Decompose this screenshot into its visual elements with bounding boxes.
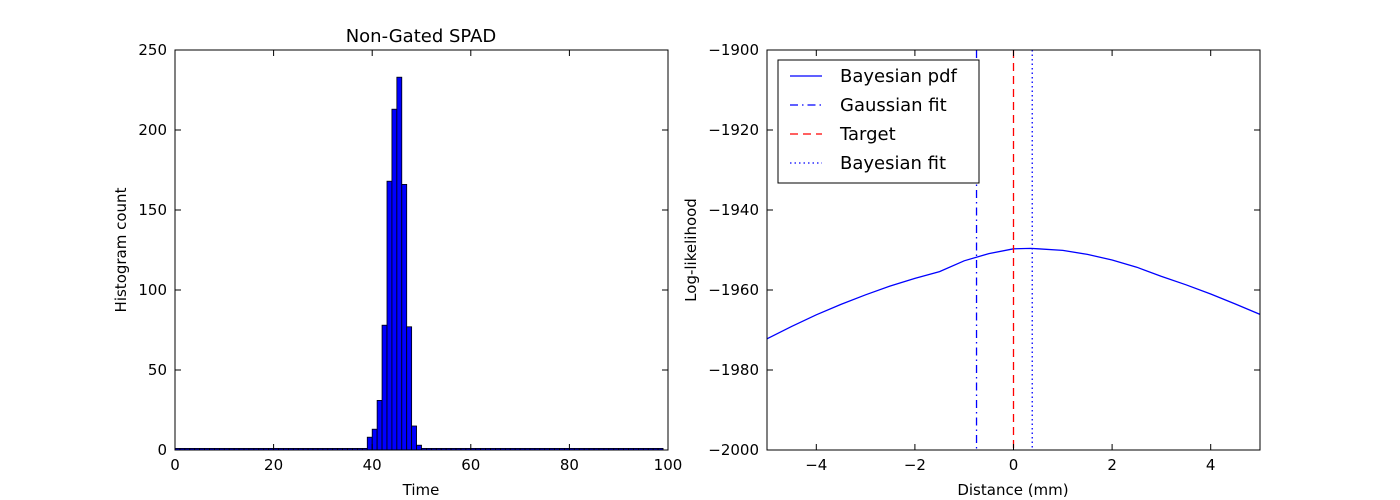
histogram-bar <box>376 399 383 451</box>
likelihood-x-axis-label: Distance (mm) <box>957 481 1068 499</box>
legend-label: Target <box>839 124 896 145</box>
likelihood-ticks: −4 −2 0 2 4 −2000 −1980 −1960 −1940 −1920 −1900 <box>708 41 1260 474</box>
histogram-y-tick-label: 0 <box>157 441 167 459</box>
likelihood-plot-frame <box>766 49 1261 451</box>
histogram-bar <box>366 436 373 451</box>
histogram-bar <box>396 76 403 451</box>
histogram-bar <box>391 108 398 451</box>
legend-label: Gaussian fit <box>840 95 947 116</box>
likelihood-x-tick-label: 4 <box>1206 456 1216 474</box>
likelihood-x-tick-label: −2 <box>904 456 926 474</box>
histogram-bar <box>386 180 393 451</box>
histogram-y-tick-label: 150 <box>138 201 167 219</box>
histogram-y-tick-label: 250 <box>138 41 167 59</box>
histogram-x-tick-label: 100 <box>654 456 683 474</box>
histogram-x-tick-label: 40 <box>363 456 382 474</box>
histogram-bars <box>174 76 664 451</box>
likelihood-y-tick-label: −1940 <box>708 201 759 219</box>
histogram-bar <box>411 425 417 451</box>
likelihood-y-tick-label: −1980 <box>708 361 759 379</box>
histogram-bar <box>381 324 388 451</box>
histogram-x-tick-label: 80 <box>560 456 579 474</box>
legend-box <box>777 59 980 184</box>
histogram-bar <box>371 428 378 451</box>
likelihood-y-tick-label: −2000 <box>708 441 759 459</box>
histogram-y-tick-label: 50 <box>148 361 167 379</box>
histogram-x-axis-label: Time <box>402 481 440 499</box>
histogram-y-axis-label: Histogram count <box>112 187 130 312</box>
series-bayesian-pdf-curve <box>766 247 1261 340</box>
likelihood-x-tick-label: −4 <box>805 456 827 474</box>
histogram-chart: Non-Gated SPAD 0 20 40 60 80 100 0 50 100 150 200 2… <box>112 26 682 499</box>
histogram-x-tick-label: 60 <box>461 456 480 474</box>
likelihood-y-tick-label: −1900 <box>708 41 759 59</box>
histogram-x-tick-label: 20 <box>264 456 283 474</box>
likelihood-x-tick-label: 2 <box>1107 456 1117 474</box>
legend: Bayesian pdf Gaussian fit Target Bayesian f… <box>777 59 980 184</box>
histogram-bar <box>401 183 408 451</box>
histogram-plot-frame <box>174 49 669 451</box>
likelihood-y-tick-label: −1960 <box>708 281 759 299</box>
histogram-bar <box>406 326 413 451</box>
legend-label: Bayesian pdf <box>840 66 957 87</box>
likelihood-y-tick-label: −1920 <box>708 121 759 139</box>
likelihood-x-tick-label: 0 <box>1009 456 1019 474</box>
histogram-title: Non-Gated SPAD <box>346 26 497 47</box>
histogram-bar <box>416 444 422 451</box>
legend-label: Bayesian fit <box>840 153 946 174</box>
likelihood-y-axis-label: Log-likelihood <box>682 198 700 302</box>
histogram-y-tick-label: 100 <box>138 281 167 299</box>
histogram-y-tick-label: 200 <box>138 121 167 139</box>
likelihood-chart: −4 −2 0 2 4 −2000 −1980 −1960 −1940 −1920 −1900 Di… <box>682 41 1261 499</box>
likelihood-series <box>766 50 1261 450</box>
histogram-ticks: 0 20 40 60 80 100 0 50 100 150 200 250 <box>138 41 682 474</box>
histogram-x-tick-label: 0 <box>170 456 180 474</box>
